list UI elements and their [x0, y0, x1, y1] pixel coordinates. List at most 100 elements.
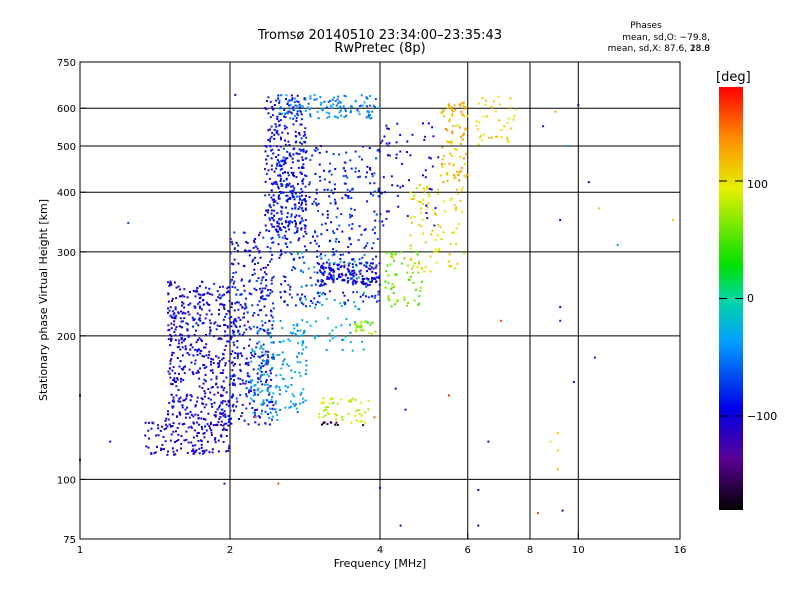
data-point	[259, 256, 262, 259]
data-point	[360, 414, 363, 417]
data-point	[299, 104, 302, 107]
data-point	[277, 225, 280, 228]
data-point	[171, 413, 174, 416]
data-point	[272, 275, 275, 278]
data-point	[288, 228, 291, 231]
data-point	[194, 306, 197, 309]
data-point	[365, 320, 368, 323]
data-point	[279, 94, 282, 97]
data-point	[362, 145, 365, 148]
data-point	[289, 190, 292, 193]
data-point	[280, 138, 282, 141]
data-point	[269, 369, 272, 372]
data-point	[331, 98, 334, 101]
data-point	[196, 400, 198, 403]
data-point	[324, 266, 327, 269]
data-point	[166, 425, 169, 428]
data-point	[437, 156, 440, 159]
data-point	[247, 364, 250, 367]
data-point	[261, 324, 264, 327]
data-point	[418, 223, 421, 226]
data-point	[299, 220, 302, 223]
data-point	[244, 382, 247, 385]
data-point	[265, 314, 268, 317]
data-point	[354, 321, 357, 324]
data-point	[285, 194, 288, 197]
data-point	[236, 346, 239, 349]
data-point	[268, 423, 271, 426]
data-point	[172, 366, 175, 369]
data-point	[172, 396, 175, 399]
data-point	[260, 346, 263, 349]
data-point	[275, 400, 277, 403]
y-tick-label: 500	[57, 142, 76, 153]
data-point	[211, 293, 214, 296]
data-point	[164, 440, 167, 443]
data-point	[267, 264, 269, 266]
data-point	[367, 296, 370, 299]
data-point	[424, 266, 427, 269]
data-point	[243, 307, 246, 310]
data-point	[328, 290, 331, 293]
data-point	[459, 142, 462, 145]
data-point	[197, 417, 200, 420]
data-point	[285, 206, 287, 209]
data-point	[215, 328, 218, 331]
data-point	[318, 269, 321, 272]
data-point	[264, 422, 267, 425]
data-point	[181, 334, 183, 337]
data-point	[237, 316, 240, 319]
data-point	[374, 294, 377, 297]
data-point	[454, 176, 457, 179]
data-point	[260, 282, 263, 285]
data-point	[223, 334, 226, 337]
data-point	[465, 173, 468, 176]
data-point	[374, 330, 377, 333]
data-point	[320, 402, 323, 405]
data-point	[304, 207, 307, 210]
x-tick-label: 2	[227, 545, 233, 556]
data-point	[243, 419, 246, 422]
data-point	[198, 285, 201, 288]
data-point	[276, 221, 279, 224]
data-point	[230, 353, 233, 356]
data-point	[210, 386, 213, 389]
data-point	[360, 94, 363, 97]
data-point	[251, 260, 254, 263]
data-point	[462, 157, 465, 160]
data-point	[172, 310, 174, 313]
data-point	[229, 238, 232, 240]
data-point	[245, 328, 248, 331]
data-point	[203, 364, 206, 366]
data-point	[281, 377, 284, 380]
data-point	[284, 143, 287, 146]
data-point	[301, 105, 304, 108]
data-point	[220, 423, 222, 426]
data-point	[269, 309, 272, 312]
data-point	[413, 299, 416, 302]
data-point	[304, 151, 307, 154]
data-point	[245, 380, 248, 383]
data-point	[309, 97, 312, 100]
data-point	[208, 309, 211, 312]
data-point	[273, 133, 276, 136]
data-point	[256, 381, 259, 384]
data-point	[221, 428, 224, 431]
data-point	[241, 354, 243, 357]
data-point	[286, 200, 289, 203]
data-point	[245, 357, 248, 360]
data-point	[296, 323, 299, 326]
data-point	[450, 140, 453, 143]
data-point	[266, 154, 269, 157]
data-point	[349, 243, 352, 246]
data-point	[457, 174, 460, 176]
data-point	[299, 402, 302, 405]
data-point	[181, 320, 184, 323]
data-point	[263, 373, 266, 376]
data-point	[236, 353, 239, 356]
data-point	[257, 393, 260, 396]
data-point	[285, 390, 288, 393]
data-point	[428, 187, 431, 190]
data-point	[365, 264, 368, 267]
data-point	[354, 398, 357, 401]
